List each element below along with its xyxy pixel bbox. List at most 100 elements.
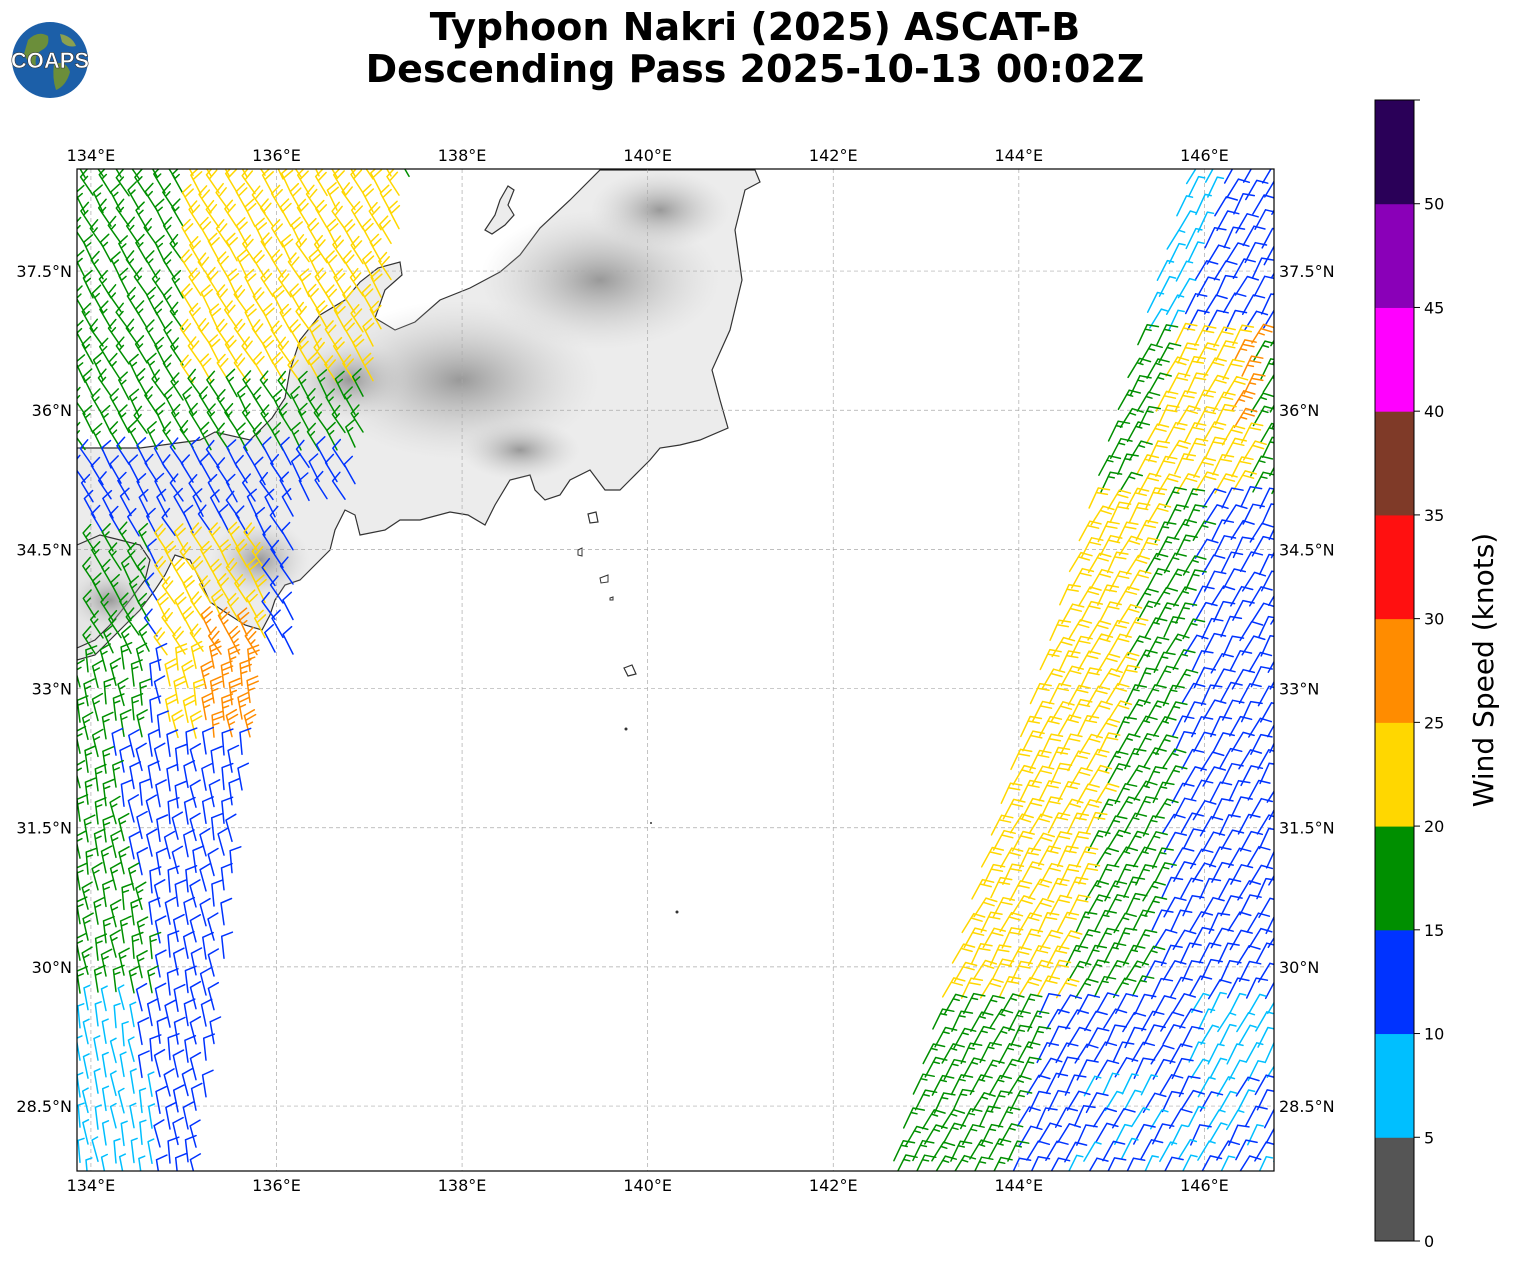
wind-barb — [101, 711, 114, 740]
wind-barb — [272, 285, 285, 315]
wind-barb — [210, 812, 224, 841]
wind-barb — [109, 1070, 117, 1097]
wind-barb — [1220, 1155, 1236, 1171]
wind-barb — [109, 657, 122, 687]
wind-barb — [143, 608, 158, 637]
wind-barb — [1233, 193, 1256, 215]
wind-barb — [1225, 309, 1248, 332]
wind-barb — [1266, 790, 1274, 803]
wind-barb — [1175, 322, 1198, 345]
wind-barb — [102, 879, 114, 908]
colorbar-tick-label: 0 — [1424, 1232, 1434, 1251]
wind-barb — [343, 455, 356, 485]
wind-barb — [1254, 209, 1274, 230]
wind-barb — [1235, 1139, 1258, 1161]
wind-barb — [295, 301, 310, 330]
wind-barb — [206, 266, 220, 296]
wind-barb — [1141, 1010, 1165, 1032]
wind-barb — [1255, 1011, 1274, 1032]
wind-barb — [90, 250, 104, 280]
wind-barb — [172, 947, 185, 976]
wind-barb — [259, 198, 274, 227]
wind-barb — [1009, 1089, 1033, 1112]
wind-barb — [1127, 569, 1152, 591]
wind-barb — [209, 1016, 222, 1045]
wind-barb — [1201, 831, 1226, 853]
lat-label-left: 34.5°N — [16, 540, 72, 559]
wind-barb — [1182, 618, 1206, 640]
wind-barb — [244, 268, 257, 298]
wind-barb — [1145, 766, 1168, 788]
wind-barb — [1189, 848, 1214, 870]
wind-barb — [1230, 519, 1255, 540]
wind-barb — [1234, 339, 1257, 361]
wind-barb — [94, 1001, 102, 1027]
wind-barb — [139, 1119, 147, 1146]
wind-barb — [1117, 389, 1142, 411]
wind-barb — [1067, 684, 1091, 706]
wind-barb — [1201, 896, 1225, 918]
wind-barb — [277, 336, 292, 365]
wind-barb — [147, 728, 160, 757]
wind-barb — [295, 439, 310, 469]
wind-barb — [1182, 1154, 1198, 1171]
wind-barb — [289, 182, 302, 212]
wind-barb — [287, 252, 302, 281]
wind-barb — [154, 472, 166, 502]
wind-barb — [1108, 570, 1132, 592]
wind-barb — [280, 521, 294, 551]
wind-barb — [1199, 815, 1224, 837]
wind-barb — [352, 334, 365, 364]
wind-barb — [1012, 764, 1036, 786]
wind-barb — [1119, 471, 1144, 493]
wind-barb — [971, 1092, 996, 1113]
wind-barb — [991, 958, 1015, 980]
wind-barb — [1022, 730, 1045, 752]
wind-barb — [221, 762, 234, 791]
wind-barb — [233, 284, 248, 314]
wind-barb — [91, 284, 104, 314]
wind-barb — [208, 640, 222, 669]
wind-barb — [1256, 814, 1274, 835]
wind-barb — [190, 947, 203, 976]
wind-barb — [1128, 440, 1153, 461]
wind-barb — [1144, 617, 1168, 639]
wind-barb — [1099, 601, 1122, 623]
wind-barb — [1196, 342, 1220, 364]
wind-barb — [997, 1106, 1021, 1128]
wind-barb — [101, 1085, 110, 1112]
wind-barb — [211, 710, 225, 738]
wind-barb — [315, 199, 328, 229]
wind-barb — [1075, 846, 1099, 868]
wind-barb — [184, 1035, 197, 1063]
wind-barb — [1218, 1090, 1238, 1112]
wind-barb — [262, 302, 275, 332]
wind-barb — [127, 181, 140, 210]
wind-barb — [1165, 568, 1190, 590]
wind-barb — [1115, 927, 1138, 950]
colorbar-tick-label: 15 — [1424, 921, 1444, 940]
wind-barb — [1269, 466, 1274, 477]
wind-barb — [1247, 779, 1271, 801]
wind-barb — [136, 709, 148, 738]
wind-barb — [332, 336, 346, 366]
wind-barb — [1135, 864, 1158, 886]
wind-barb — [1139, 343, 1163, 364]
lon-label-bottom: 140°E — [623, 1176, 672, 1195]
wind-barb — [147, 965, 159, 994]
wind-barb — [351, 368, 364, 397]
wind-barb — [952, 1088, 975, 1111]
wind-barb — [277, 370, 292, 400]
wind-barb — [92, 184, 104, 214]
wind-barb — [1178, 210, 1198, 231]
wind-barb — [280, 436, 292, 466]
wind-barb — [147, 760, 160, 789]
wind-barb — [1068, 831, 1091, 853]
wind-barb — [119, 592, 132, 622]
wind-barb — [109, 929, 121, 958]
wind-barb — [1206, 1109, 1226, 1130]
wind-barb — [1255, 942, 1274, 964]
wind-barb — [1221, 424, 1246, 446]
wind-barb — [115, 169, 130, 197]
wind-barb — [1122, 944, 1146, 966]
